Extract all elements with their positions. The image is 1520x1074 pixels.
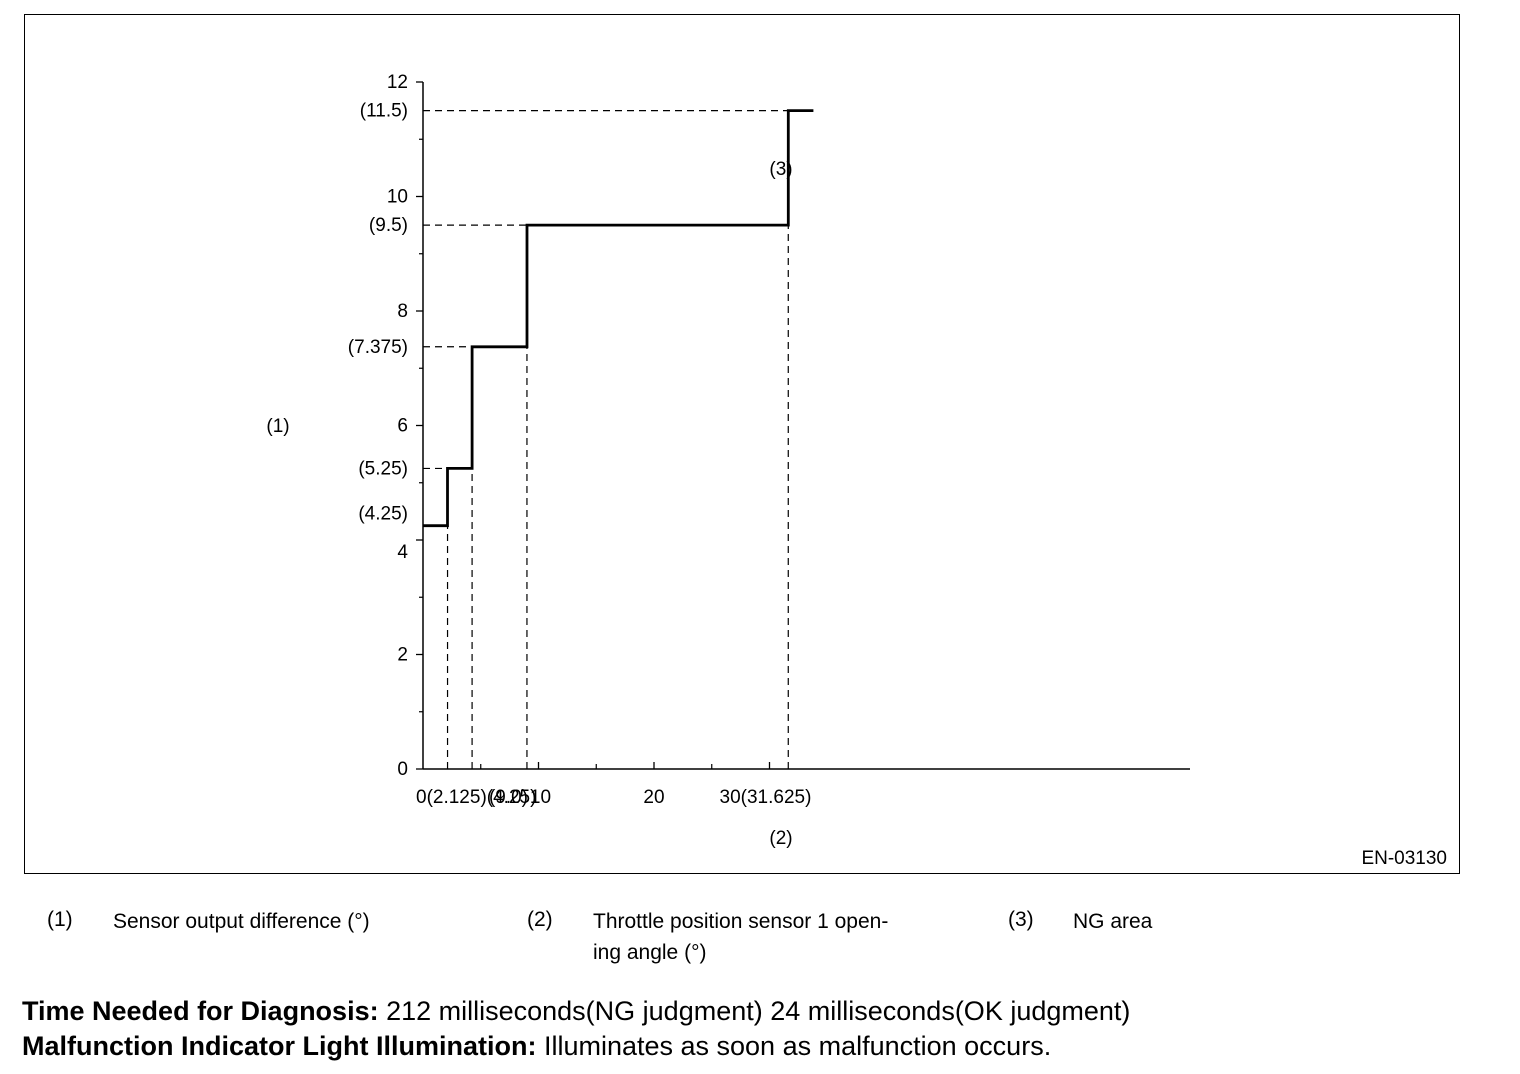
x-tick-label: (9.0) [489, 787, 528, 808]
legend-1-text: Sensor output difference (°) [113, 910, 370, 933]
legend-2-text: Throttle position sensor 1 open- ing ang… [593, 910, 889, 964]
y-tick-label: (9.5) [369, 215, 408, 236]
legend-3-text: NG area [1073, 910, 1153, 933]
x-axis-label: (2) [769, 828, 792, 849]
x-tick-label: 10 [530, 787, 551, 808]
step-chart: 12(11.5)10(9.5)8(7.375)6(5.25)(4.25)4200… [266, 72, 1447, 869]
y-tick-label: 4 [397, 542, 408, 563]
y-tick-label: 0 [397, 759, 408, 780]
mil-illumination-value: Illuminates as soon as malfunction occur… [536, 1031, 1052, 1061]
diagnosis-time-label: Time Needed for Diagnosis: [22, 996, 379, 1026]
y-tick-label: (7.375) [348, 337, 408, 358]
legend-3-number: (3) [1008, 908, 1034, 931]
y-axis-label: (1) [266, 416, 289, 437]
legend-1-number: (1) [47, 908, 73, 931]
x-tick-label: 30(31.625) [720, 787, 812, 808]
mil-illumination-label: Malfunction Indicator Light Illumination… [22, 1031, 537, 1061]
ng-area-label: (3) [769, 159, 792, 180]
legend-2-number: (2) [527, 908, 553, 931]
figure-frame [24, 14, 1460, 874]
y-tick-label: 6 [397, 416, 408, 437]
figure-id: EN-03130 [1361, 848, 1447, 869]
y-tick-label: (11.5) [360, 101, 408, 122]
series-line [423, 109, 814, 528]
y-tick-label: (5.25) [358, 458, 408, 479]
diagnosis-time-value: 212 milliseconds(NG judgment) 24 millise… [378, 996, 1131, 1026]
y-tick-label: (4.25) [358, 504, 408, 525]
mil-illumination-line: Malfunction Indicator Light Illumination… [22, 1031, 1051, 1062]
x-tick-label: 0(2.125)(4.25) [416, 787, 536, 808]
y-tick-label: 2 [397, 645, 408, 666]
y-tick-label: 8 [397, 301, 408, 322]
x-tick-label: 20 [643, 787, 664, 808]
y-tick-label: 12 [387, 72, 408, 93]
y-tick-label: 10 [387, 187, 408, 208]
diagnosis-time-line: Time Needed for Diagnosis: 212 milliseco… [22, 996, 1130, 1027]
